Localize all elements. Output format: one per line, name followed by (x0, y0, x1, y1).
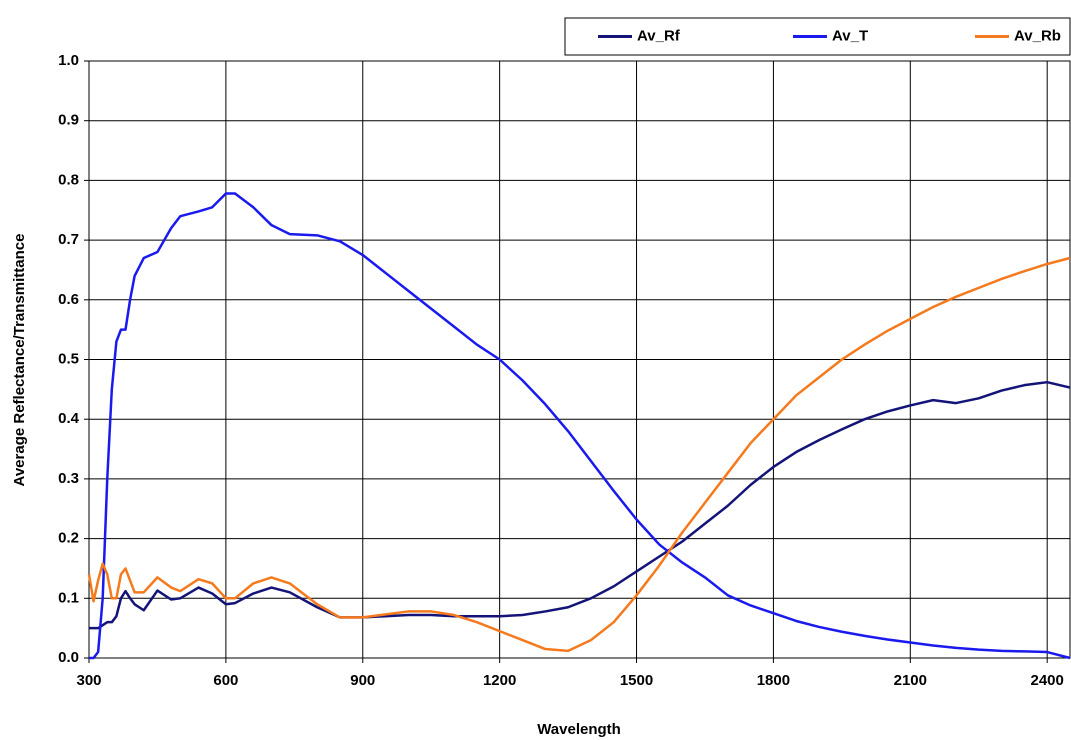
x-tick-label: 900 (350, 672, 375, 689)
x-tick-label: 2400 (1030, 672, 1063, 689)
y-tick-label: 0.2 (58, 530, 79, 547)
y-tick-label: 0.5 (58, 350, 79, 367)
y-tick-label: 0.1 (58, 589, 79, 606)
y-tick-label: 0.0 (58, 649, 79, 666)
data-line (89, 380, 1071, 630)
y-tick-label: 0.3 (58, 470, 79, 487)
x-tick-label: 2100 (894, 672, 927, 689)
x-tick-label: 300 (76, 672, 101, 689)
x-tick-label: 1200 (483, 672, 516, 689)
x-tick-label: 1800 (757, 672, 790, 689)
data-line (87, 256, 1071, 653)
legend-label: Av_T (832, 27, 868, 44)
y-tick-label: 0.8 (58, 171, 79, 188)
y-tick-label: 0.4 (58, 410, 80, 427)
x-tick-label: 600 (213, 672, 238, 689)
x-tick-label: 1500 (620, 672, 653, 689)
y-tick-label: 0.7 (58, 231, 79, 248)
legend-label: Av_Rb (1014, 27, 1061, 44)
y-tick-label: 0.9 (58, 112, 79, 129)
data-line (89, 192, 1071, 660)
legend-label: Av_Rf (637, 27, 681, 44)
y-axis-label: Average Reflectance/Transmittance (11, 234, 28, 487)
y-tick-label: 1.0 (58, 52, 79, 69)
plot-border (88, 60, 1071, 659)
y-tick-label: 0.6 (58, 291, 79, 308)
x-axis-label: Wavelength (537, 721, 621, 738)
